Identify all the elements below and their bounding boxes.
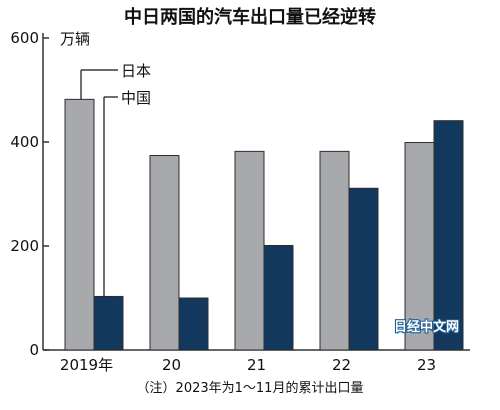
- y-axis-unit-label: 万辆: [60, 30, 90, 48]
- bar-japan: [234, 150, 265, 351]
- bar-japan: [64, 98, 95, 351]
- bar-japan: [149, 155, 180, 351]
- chart-title: 中日两国的汽车出口量已经逆转: [124, 6, 376, 28]
- bar-china: [263, 244, 294, 351]
- x-axis-tick-labels: 2019年 20 21 22 23: [60, 356, 436, 374]
- bar-china: [93, 295, 124, 351]
- bar-china: [348, 187, 379, 351]
- x-tick-label: 23: [417, 356, 436, 374]
- y-tick-label: 400: [10, 133, 39, 151]
- x-tick-label: 22: [332, 356, 351, 374]
- y-axis-ticks: 0 200 400 600: [10, 29, 49, 359]
- y-tick-label: 600: [10, 29, 39, 47]
- bar-china: [178, 297, 209, 351]
- x-tick-label: 20: [162, 356, 181, 374]
- y-tick-label: 200: [10, 237, 39, 255]
- bar-japan: [319, 150, 350, 351]
- x-tick-label: 21: [247, 356, 266, 374]
- footnote: （注）2023年为1～11月的累计出口量: [137, 380, 364, 396]
- legend-label-china: 中国: [121, 89, 151, 107]
- bar-china: [433, 120, 464, 351]
- bar-marks: [64, 98, 464, 351]
- bar-japan: [404, 142, 435, 351]
- legend-label-japan: 日本: [121, 62, 151, 80]
- x-tick-label: 2019年: [60, 356, 113, 374]
- y-tick-label: 0: [29, 341, 39, 359]
- watermark-text: 日经中文网: [394, 319, 459, 335]
